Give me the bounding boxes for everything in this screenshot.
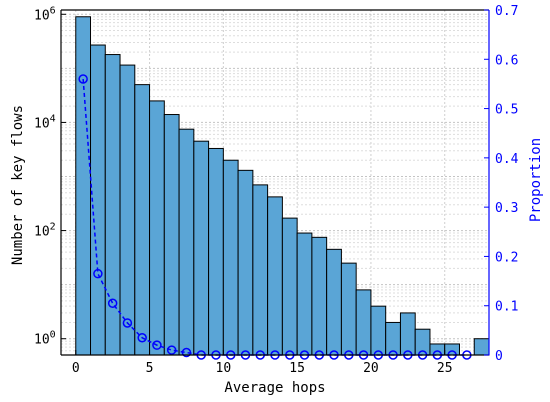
left-tick-label: 104: [34, 113, 56, 131]
right-tick-label: 0.6: [495, 53, 518, 68]
bar: [119, 64, 136, 356]
bar: [252, 184, 269, 356]
bar: [163, 114, 180, 356]
right-tick-label: 0.7: [495, 4, 518, 19]
x-axis-label: Average hops: [224, 380, 325, 396]
bar-series: [75, 16, 490, 356]
bar: [326, 248, 342, 356]
bar: [267, 196, 283, 356]
bar: [104, 54, 121, 356]
left-tick-label: 100: [34, 330, 56, 348]
y-axis-label-right: Proportion: [528, 138, 544, 222]
x-axis-ticks: 0 5 10 15 20 25: [72, 350, 453, 376]
x-tick-label: 15: [289, 361, 305, 376]
proportion-marker: [137, 333, 147, 343]
bar: [208, 147, 224, 356]
right-tick-label: 0.3: [495, 201, 518, 216]
bar: [399, 312, 416, 356]
proportion-marker: [78, 74, 88, 84]
right-tick-label: 0.1: [495, 300, 518, 315]
right-tick-label: 0: [495, 349, 503, 364]
right-axis-ticks: 0 0.1 0.2 0.3 0.4 0.5 0.6 0.7: [484, 4, 519, 364]
bar: [237, 169, 254, 356]
proportion-marker: [152, 340, 162, 350]
bar: [429, 343, 446, 356]
y-axis-label-left: Number of key flows: [10, 105, 26, 265]
bar: [193, 140, 210, 356]
bar: [75, 16, 92, 356]
bar: [370, 305, 387, 356]
bar: [296, 232, 313, 356]
bar: [340, 262, 357, 356]
proportion-marker: [122, 318, 133, 328]
bar: [281, 217, 298, 356]
bar: [134, 84, 151, 356]
bar: [149, 100, 165, 356]
bar: [473, 338, 490, 356]
proportion-marker: [166, 345, 177, 355]
proportion-marker: [181, 347, 192, 358]
plot-frame: [60, 9, 490, 356]
bar: [385, 321, 401, 356]
left-tick-label: 106: [34, 5, 56, 23]
x-tick-label: 20: [363, 361, 379, 376]
proportion-marker: [107, 298, 118, 308]
x-tick-label: 0: [72, 361, 80, 376]
right-tick-label: 0.4: [495, 152, 519, 167]
right-tick-label: 0.5: [495, 103, 518, 118]
left-axis-ticks: 100 102 104 106: [34, 5, 66, 348]
proportion-marker: [93, 268, 103, 279]
bar: [444, 343, 460, 356]
x-tick-label: 25: [437, 361, 453, 376]
bar: [311, 236, 328, 356]
left-tick-label: 102: [34, 222, 56, 240]
x-tick-label: 10: [216, 361, 232, 376]
bar: [178, 128, 195, 356]
bar: [222, 159, 239, 356]
x-tick-label: 5: [146, 361, 154, 376]
right-tick-label: 0.2: [495, 250, 518, 265]
bar: [355, 289, 372, 356]
